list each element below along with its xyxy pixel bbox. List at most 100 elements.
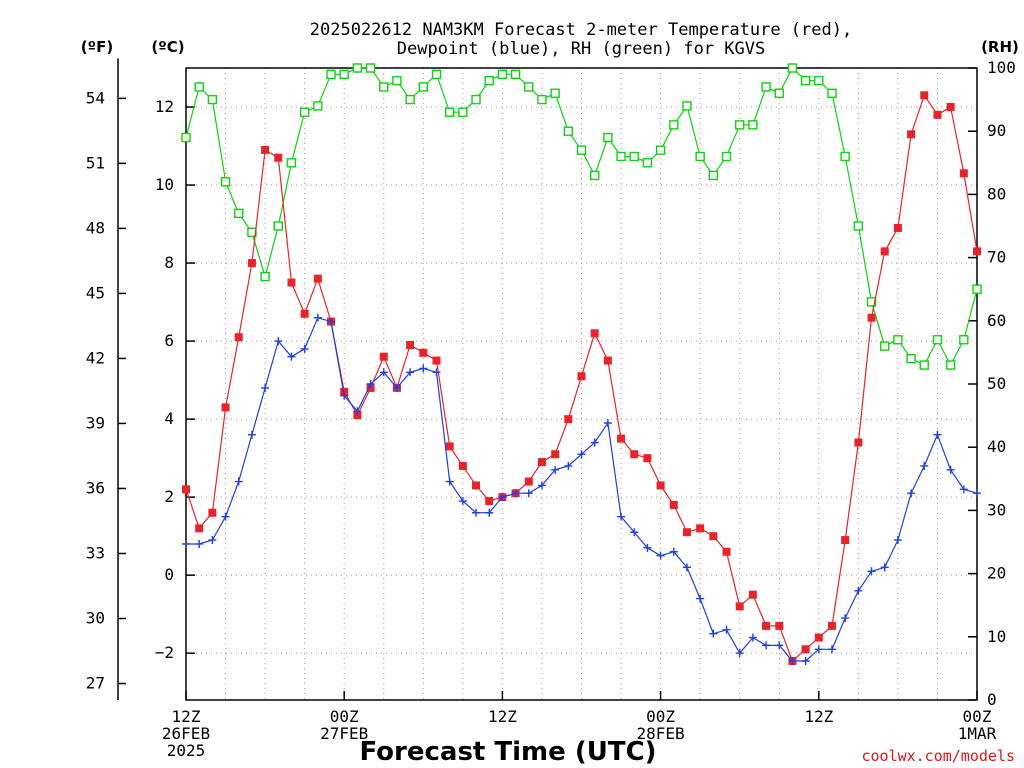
rh-point [761,82,771,92]
dewpoint-point [287,352,296,361]
rh-point [932,335,943,345]
temperature-point [603,356,612,365]
dewpoint-point [524,489,533,498]
dewpoint-point [353,407,362,416]
time-tick-label: 28FEB [637,724,685,743]
temperature-point [472,481,481,490]
temperature-point [669,500,678,509]
rh-point [708,170,719,181]
temperature-point [801,645,810,654]
fahrenheit-tick-label: 42 [86,348,105,367]
rh-tick-label: 30 [987,500,1006,519]
time-tick-label: 12Z [172,707,201,726]
dewpoint-point [379,368,388,377]
dewpoint-point [313,313,322,322]
rh-point [299,107,310,117]
temperature-point [696,524,705,533]
dewpoint-point [472,508,481,517]
rh-point [814,75,824,86]
rh-tick-label: 10 [987,627,1006,646]
rh-point [840,151,850,162]
rh-tick-label: 70 [987,248,1006,267]
rh-point [194,82,204,92]
celsius-tick-label: 2 [164,487,174,506]
dewpoint-point [195,539,204,548]
celsius-tick-label: 10 [155,175,174,194]
dewpoint-point [511,489,520,498]
dewpoint-point [340,391,349,400]
rh-point [721,151,732,162]
celsius-axis: −2 0 2 4 6 8 10 12 [155,97,195,662]
rh-point [695,151,705,162]
rh-point [906,354,916,364]
rh-point [945,360,956,370]
dewpoint-point [617,512,626,521]
dewpoint-point [709,629,718,638]
rh-point [537,94,547,105]
rh-tick-label: 90 [987,121,1006,140]
rh-tick-label: 80 [987,184,1006,203]
rh-point [682,101,692,111]
temperature-point [841,536,850,545]
temperature-point [274,153,283,162]
dewpoint-point [775,641,784,650]
rh-tick-label: 50 [987,374,1006,393]
temperature-point [775,621,784,630]
rh-tick-label: 100 [987,58,1016,77]
dewpoint-point [208,536,217,545]
dewpoint-point [788,656,797,665]
rh-tick-label: 60 [987,311,1006,330]
dewpoint-point [946,465,955,474]
rh-tick-label: 20 [987,564,1006,583]
dewpoint-point [498,493,507,502]
rh-axis-unit: (RH) [981,38,1019,56]
temperature-point [735,602,744,611]
temperature-point [907,130,916,139]
temperature-point [920,91,929,100]
rh-point [379,82,389,92]
dewpoint-point [696,594,705,603]
dewpoint-point [458,497,467,506]
dewpoint-point [880,563,889,572]
rh-point [629,151,639,162]
fahrenheit-tick-label: 51 [86,153,105,172]
temperature-point [682,528,691,537]
celsius-tick-label: 6 [164,331,174,350]
time-tick-label: 00Z [330,707,359,726]
rh-point [550,88,560,98]
rh-point [893,335,903,345]
dewpoint-point [643,543,652,552]
dewpoint-point [234,477,243,486]
rh-point [326,69,336,80]
temperature-point [419,348,428,357]
temperature-point [880,247,889,256]
dewpoint-point [247,430,256,439]
temperature-point [300,309,309,318]
celsius-tick-label: −2 [155,643,174,662]
temperature-point [551,450,560,459]
fahrenheit-axis: 27 30 33 36 39 42 45 48 51 54 [86,88,126,693]
dewpoint-point [854,586,863,595]
temperature-point [524,477,533,486]
fahrenheit-tick-label: 45 [86,283,105,302]
dewpoint-point [841,614,850,623]
dewpoint-point [432,368,441,377]
temperature-point [195,524,204,533]
series-layer [181,63,982,665]
temperature-point [247,259,256,268]
temperature-point [643,454,652,463]
dewpoint-point [722,625,731,634]
fahrenheit-tick-label: 27 [86,674,105,693]
rh-point [497,69,508,80]
dewpoint-point [603,419,612,428]
time-tick-label: 00Z [646,707,675,726]
chart-title-line1: 2025022612 NAM3KM Forecast 2-meter Tempe… [310,20,852,40]
rh-point [458,107,468,117]
rh-point [787,63,798,73]
dewpoint-point [445,477,454,486]
rh-point [880,341,890,351]
dewpoint-point [748,633,757,642]
rh-point [959,335,969,345]
